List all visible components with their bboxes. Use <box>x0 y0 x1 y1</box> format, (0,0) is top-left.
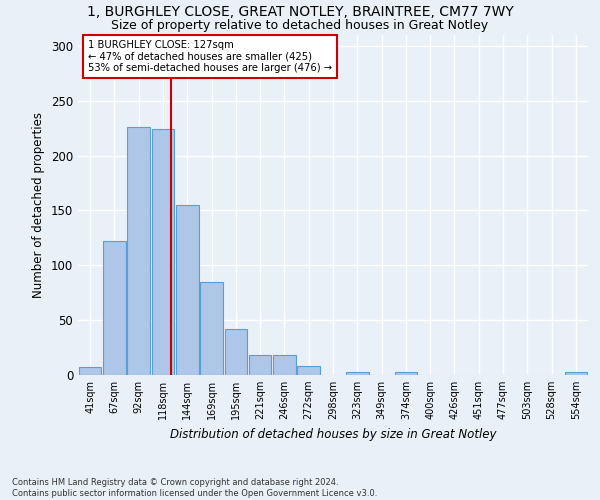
Bar <box>200 282 223 375</box>
Y-axis label: Number of detached properties: Number of detached properties <box>32 112 46 298</box>
X-axis label: Distribution of detached houses by size in Great Notley: Distribution of detached houses by size … <box>170 428 496 440</box>
Text: 1, BURGHLEY CLOSE, GREAT NOTLEY, BRAINTREE, CM77 7WY: 1, BURGHLEY CLOSE, GREAT NOTLEY, BRAINTR… <box>86 5 514 19</box>
Bar <box>565 372 587 375</box>
Bar <box>346 372 368 375</box>
Bar <box>79 368 101 375</box>
Bar <box>127 127 150 375</box>
Bar <box>298 366 320 375</box>
Bar <box>176 205 199 375</box>
Bar <box>224 329 247 375</box>
Bar <box>249 356 271 375</box>
Bar <box>395 372 417 375</box>
Text: Contains HM Land Registry data © Crown copyright and database right 2024.
Contai: Contains HM Land Registry data © Crown c… <box>12 478 377 498</box>
Text: Size of property relative to detached houses in Great Notley: Size of property relative to detached ho… <box>112 19 488 32</box>
Bar <box>152 130 174 375</box>
Bar <box>103 241 126 375</box>
Text: 1 BURGHLEY CLOSE: 127sqm
← 47% of detached houses are smaller (425)
53% of semi-: 1 BURGHLEY CLOSE: 127sqm ← 47% of detach… <box>88 40 332 74</box>
Bar <box>273 356 296 375</box>
